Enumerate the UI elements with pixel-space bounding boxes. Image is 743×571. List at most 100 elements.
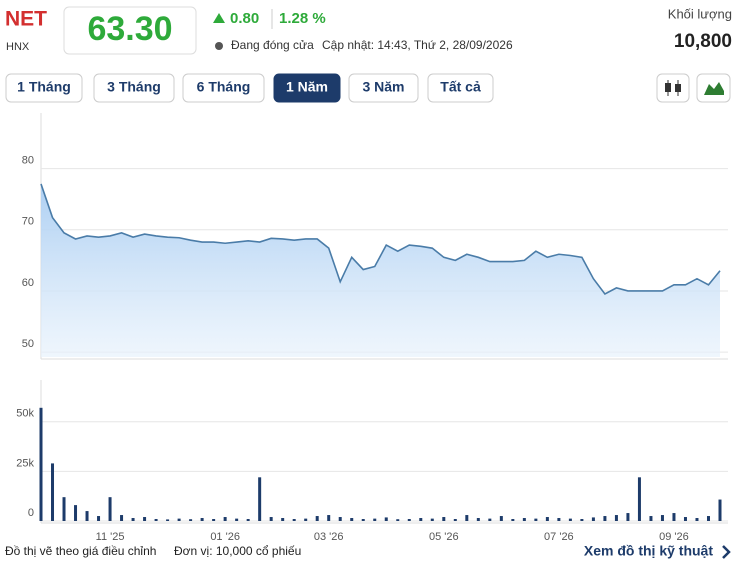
price-area xyxy=(41,183,720,357)
area-button[interactable] xyxy=(696,73,731,103)
price-box xyxy=(63,6,197,55)
volume-bar xyxy=(545,517,549,521)
volume-bar xyxy=(177,518,181,521)
tab-label[interactable]: 1 Tháng xyxy=(17,79,71,95)
volume-bar xyxy=(706,516,710,521)
volume-bar xyxy=(74,505,78,521)
tab[interactable] xyxy=(427,73,494,103)
volume-bar xyxy=(430,518,434,521)
volume-bar xyxy=(522,518,526,521)
x-tick-label: 09 '26 xyxy=(659,531,689,543)
volume-bar xyxy=(626,513,630,521)
tab[interactable] xyxy=(273,73,341,103)
volume-bar xyxy=(292,519,296,521)
volume-bar xyxy=(603,516,607,521)
volume-bar xyxy=(200,518,204,521)
volume-bar xyxy=(39,407,43,521)
volume-bar xyxy=(534,518,538,521)
volume: 10,800 xyxy=(674,31,732,52)
volume-bar xyxy=(315,516,319,521)
volume-bar xyxy=(131,518,135,521)
status: Đang đóng cửa xyxy=(231,38,314,52)
ticker: NET xyxy=(5,8,47,31)
volume-bar xyxy=(476,518,480,521)
icon xyxy=(704,82,724,95)
x-tick-label: 01 '26 xyxy=(210,531,240,543)
tab-label[interactable]: 6 Tháng xyxy=(197,79,251,95)
volume-bar xyxy=(614,515,618,521)
volume-bar xyxy=(453,519,457,521)
volume-bar xyxy=(384,517,388,521)
x-tick-label: 11 '25 xyxy=(96,531,125,543)
x-tick-label: 07 '26 xyxy=(544,531,574,543)
volume-bar xyxy=(407,519,411,521)
y-tick-label: 0 xyxy=(28,507,34,519)
volume-bar xyxy=(97,516,101,521)
tab-label[interactable]: 3 Năm xyxy=(362,79,404,95)
candle-button[interactable] xyxy=(656,73,690,103)
volume-bar xyxy=(442,517,446,521)
volume-bar xyxy=(223,517,227,521)
volume-bar xyxy=(488,518,492,521)
volume-bar xyxy=(304,518,308,521)
volume-bar xyxy=(511,519,515,521)
volume-bar xyxy=(62,497,66,521)
y-tick-label: 80 xyxy=(22,155,34,167)
chevron[interactable] xyxy=(722,545,731,559)
tab-label[interactable]: 1 Năm xyxy=(286,79,328,95)
volume-bar xyxy=(281,518,285,521)
volume-bar xyxy=(235,518,239,521)
tab-label[interactable]: 3 Tháng xyxy=(107,79,161,95)
volume-bar xyxy=(419,518,423,521)
volume-bar xyxy=(672,513,676,521)
technical-link[interactable]: Xem đồ thị kỹ thuật xyxy=(584,543,713,559)
change: 0.80 xyxy=(230,10,259,27)
volume-bar xyxy=(258,477,262,521)
volume-bar xyxy=(108,497,112,521)
volume-bar xyxy=(660,515,664,521)
volume-bar xyxy=(396,519,400,521)
volume-bar xyxy=(499,516,503,521)
volume-bar xyxy=(51,463,55,521)
tab[interactable] xyxy=(182,73,265,103)
volume-bar xyxy=(465,515,469,521)
tab[interactable] xyxy=(5,73,83,103)
volume-bar xyxy=(350,518,354,521)
volume-bar xyxy=(154,519,158,521)
chart-type-buttons xyxy=(656,73,731,103)
volume-bar xyxy=(718,499,722,521)
volume-bar xyxy=(212,519,216,521)
x-tick-label: 05 '26 xyxy=(429,531,459,543)
volume-bar xyxy=(373,518,377,521)
volume-bar xyxy=(189,519,193,521)
up-arrow xyxy=(213,13,225,23)
tab[interactable] xyxy=(93,73,175,103)
volume-bar xyxy=(649,516,653,521)
volume-bar xyxy=(338,517,342,521)
y-tick-label: 70 xyxy=(22,216,34,228)
volume-bar xyxy=(246,519,250,521)
tab-label[interactable]: Tất cả xyxy=(440,79,481,95)
volume-bar xyxy=(568,518,572,521)
y-tick-label: 50k xyxy=(16,408,34,420)
volume-bar xyxy=(637,477,641,521)
y-tick-label: 60 xyxy=(22,277,34,289)
footer-note: Đồ thị vẽ theo giá điều chỉnh xyxy=(5,544,156,558)
volume-bar xyxy=(591,517,595,521)
volume-label: Khối lượng xyxy=(668,6,732,21)
volume-bar xyxy=(695,518,699,521)
icon xyxy=(665,83,671,92)
volume-bar xyxy=(143,517,147,521)
change-pct: 1.28 % xyxy=(279,10,326,27)
volume-bar xyxy=(327,515,331,521)
price-line xyxy=(40,183,721,296)
x-tick-label: 03 '26 xyxy=(314,531,344,543)
volume-bar xyxy=(85,511,89,521)
tab[interactable] xyxy=(348,73,419,103)
footer-unit: Đơn vị: 10,000 cổ phiếu xyxy=(174,544,301,558)
volume-bar xyxy=(269,517,273,521)
y-tick-label: 50 xyxy=(22,338,34,350)
volume-bar xyxy=(580,519,584,521)
